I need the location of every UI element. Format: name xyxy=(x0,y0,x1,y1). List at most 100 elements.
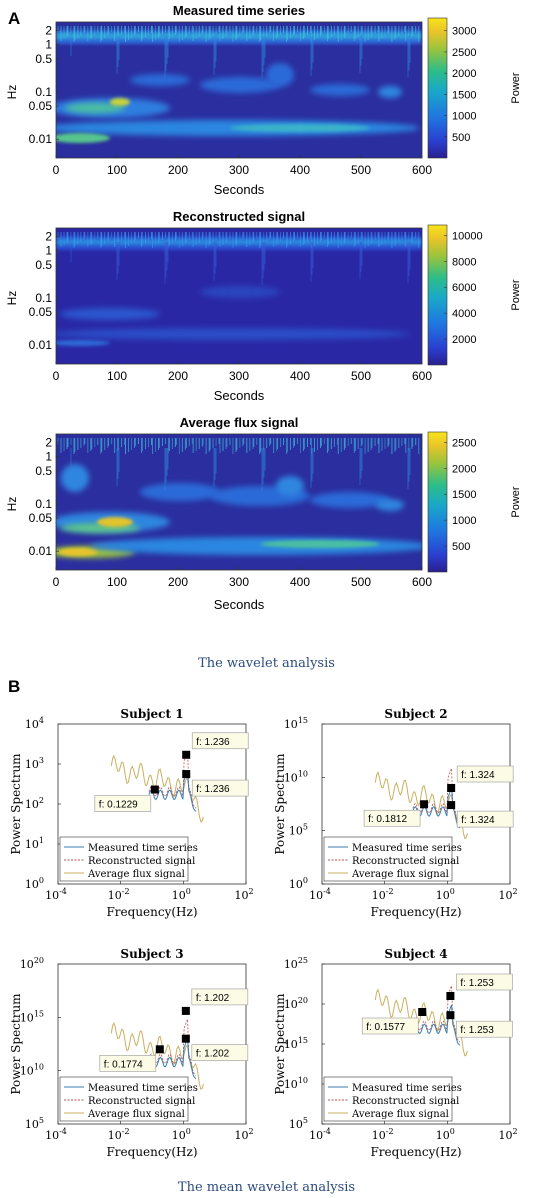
x-tick-label: 10-4 xyxy=(45,1127,67,1142)
y-tick-label: 0.1 xyxy=(35,291,52,305)
heatmap-field xyxy=(56,22,422,158)
colorbar-tick-label: 1000 xyxy=(452,515,476,527)
heatmap-title: Measured time series xyxy=(173,3,305,18)
x-tick-label: 100 xyxy=(107,163,127,177)
x-tick-label: 300 xyxy=(229,575,249,589)
heatmap-field xyxy=(56,228,422,364)
chart-title: Subject 1 xyxy=(120,707,183,721)
datatip-box xyxy=(191,732,249,750)
datatip-marker xyxy=(418,1008,427,1016)
datatip-label: f: 1.324 xyxy=(461,815,495,826)
heatmap-ylabel: Hz xyxy=(5,497,19,512)
x-tick-label: 100 xyxy=(172,1127,191,1142)
colorbar-tick-label: 6000 xyxy=(452,282,476,294)
y-tick-label: 104 xyxy=(25,716,44,731)
series-measured xyxy=(412,787,461,829)
datatip-box xyxy=(94,795,152,812)
y-tick-label: 0.5 xyxy=(35,258,52,272)
y-tick-label: 0.01 xyxy=(29,132,53,146)
datatip-box xyxy=(456,810,514,828)
colorbar-tick-label: 2500 xyxy=(452,437,476,449)
colorbar-tick-label: 2000 xyxy=(452,334,476,346)
y-tick-label: 105 xyxy=(289,1116,308,1131)
y-axis-label: Power Spectrum xyxy=(273,993,287,1095)
colorbar-tick-label: 4000 xyxy=(452,308,476,320)
colorbar-tick-label: 10000 xyxy=(452,230,483,242)
y-tick-label: 1020 xyxy=(284,996,308,1011)
colorbar-tick-label: 2000 xyxy=(452,68,476,80)
y-tick-label: 2 xyxy=(45,23,52,37)
x-tick-label: 100 xyxy=(107,369,127,383)
colorbar-label: Power xyxy=(510,486,522,518)
x-tick-label: 10-4 xyxy=(309,1127,331,1142)
legend-label: Reconstructed signal xyxy=(352,856,459,867)
y-tick-label: 102 xyxy=(25,796,44,811)
colorbar-tick-label: 1500 xyxy=(452,89,476,101)
heatmap-xlabel: Seconds xyxy=(214,597,265,612)
legend-label: Reconstructed signal xyxy=(88,1096,195,1107)
datatip-box xyxy=(361,1017,419,1035)
spectrum-subject-1: Subject 1 10-4 10-2 100 102 100 101 102 103 104 Fr… xyxy=(9,707,254,919)
colorbar-tick-label: 500 xyxy=(452,132,470,144)
y-tick-label: 100 xyxy=(25,876,44,891)
x-tick-label: 200 xyxy=(168,163,188,177)
spectrum-subject-2: Subject 2 10-4 10-2 100 102 100 105 1010 1015 Fre… xyxy=(273,707,518,919)
x-tick-label: 0 xyxy=(53,369,60,383)
x-tick-label: 400 xyxy=(290,575,310,589)
datatip-label: f: 1.253 xyxy=(460,1025,494,1036)
datatip-label: f: 0.1812 xyxy=(368,814,407,825)
chart-title: Subject 4 xyxy=(384,947,447,961)
datatip-box xyxy=(456,1020,513,1038)
colorbar-tick-label: 1000 xyxy=(452,111,476,123)
y-axis-label: Power Spectrum xyxy=(273,753,287,855)
x-tick-label: 0 xyxy=(53,163,60,177)
datatip-marker xyxy=(447,784,456,792)
datatip-marker xyxy=(447,801,456,810)
legend-label: Measured time series xyxy=(88,843,198,854)
x-tick-label: 300 xyxy=(229,369,249,383)
caption-mean-wavelet-analysis: The mean wavelet analysis xyxy=(177,1180,356,1195)
y-tick-label: 0.1 xyxy=(35,85,52,99)
datatip-label: f: 1.236 xyxy=(196,784,230,795)
colorbar xyxy=(427,17,448,159)
spectrum-subject-3: Subject 3 10-4 10-2 100 102 105 1010 1015 1020 Fr… xyxy=(9,947,254,1159)
y-tick-label: 1015 xyxy=(284,1036,308,1051)
datatip-label: f: 1.253 xyxy=(460,978,494,989)
x-tick-label: 400 xyxy=(290,369,310,383)
x-tick-label: 102 xyxy=(498,1127,517,1142)
datatip-marker xyxy=(155,1045,164,1054)
datatip-box xyxy=(191,1044,249,1061)
colorbar xyxy=(427,431,448,573)
y-tick-label: 0.05 xyxy=(29,99,53,113)
y-tick-label: 1010 xyxy=(284,769,308,784)
x-axis-label: Frequency(Hz) xyxy=(370,1145,461,1159)
datatip-marker xyxy=(181,1034,190,1043)
y-tick-label: 1015 xyxy=(20,1009,44,1024)
colorbar-label: Power xyxy=(510,72,522,104)
y-tick-label: 0.01 xyxy=(29,544,53,558)
y-tick-label: 0.05 xyxy=(29,305,53,319)
panel-b-letter: B xyxy=(8,677,20,696)
colorbar-label: Power xyxy=(510,279,522,311)
y-tick-label: 1010 xyxy=(284,1076,308,1091)
datatip-label: f: 0.1229 xyxy=(99,800,138,811)
x-tick-label: 100 xyxy=(172,887,191,902)
colorbar-tick-label: 2000 xyxy=(452,463,476,475)
legend-box xyxy=(59,836,189,882)
y-tick-label: 101 xyxy=(25,836,44,851)
y-tick-label: 103 xyxy=(25,756,44,771)
x-tick-label: 10-2 xyxy=(372,887,394,902)
y-tick-label: 2 xyxy=(45,435,52,449)
y-tick-label: 1020 xyxy=(20,956,44,971)
x-tick-label: 10-2 xyxy=(108,887,130,902)
legend-label: Measured time series xyxy=(352,1083,462,1094)
datatip-label: f: 0.1774 xyxy=(104,1059,143,1070)
y-tick-label: 0.1 xyxy=(35,497,52,511)
x-tick-label: 100 xyxy=(436,1127,455,1142)
heatmap-measured: Measured time series 0 100 200 300 400 500 600… xyxy=(5,3,522,197)
legend-label: Measured time series xyxy=(88,1083,198,1094)
y-tick-label: 1010 xyxy=(20,1063,44,1078)
y-tick-label: 0.5 xyxy=(35,464,52,478)
legend-label: Average flux signal xyxy=(351,869,449,880)
